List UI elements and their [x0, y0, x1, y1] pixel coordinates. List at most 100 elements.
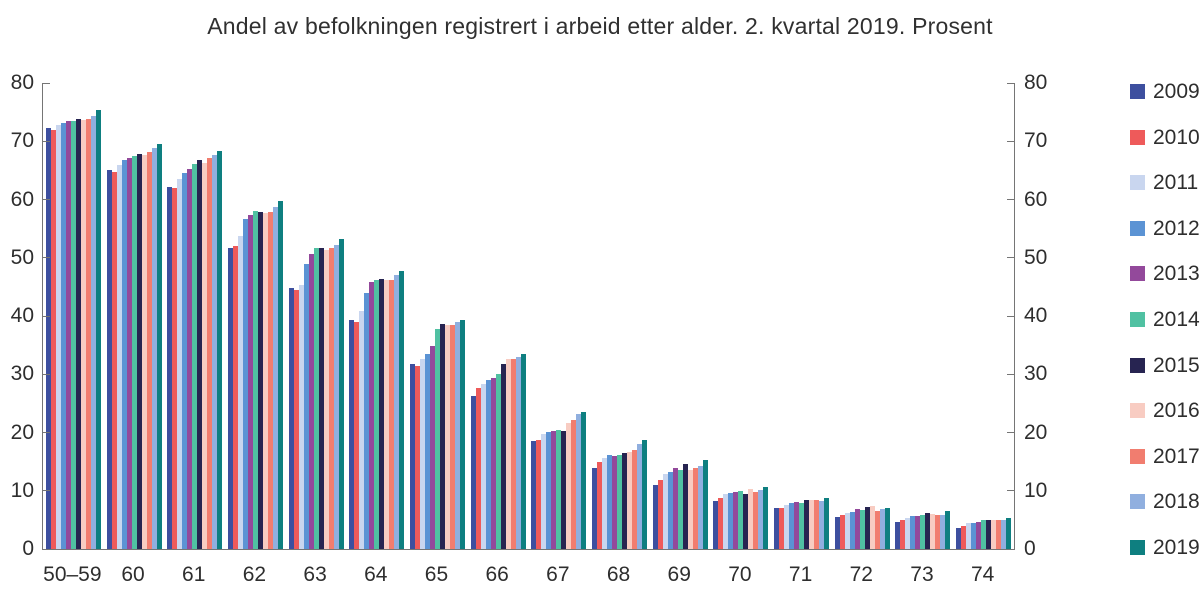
- bar: [602, 458, 608, 549]
- y-tick: [43, 199, 50, 200]
- bar: [95, 110, 101, 549]
- bar: [156, 144, 162, 549]
- bar: [202, 162, 208, 549]
- bar: [743, 493, 749, 549]
- bar: [349, 320, 355, 549]
- bar: [277, 201, 283, 549]
- bar: [424, 354, 430, 549]
- legend-swatch: [1130, 312, 1145, 327]
- bar-group: [286, 238, 347, 549]
- y-tick-label-right: 70: [1024, 129, 1048, 153]
- bar: [849, 511, 855, 549]
- bar: [480, 383, 486, 549]
- bar: [794, 502, 800, 549]
- legend-label: 2019: [1153, 536, 1200, 559]
- x-tick-label: 50–59: [43, 563, 102, 586]
- bar: [895, 522, 901, 549]
- y-tick: [43, 432, 50, 433]
- y-tick-label-left: 0: [22, 537, 34, 560]
- bar: [859, 509, 865, 549]
- bar: [227, 247, 233, 549]
- bar: [237, 236, 243, 549]
- bar-group: [771, 498, 832, 549]
- bar: [384, 280, 390, 549]
- bar: [566, 422, 572, 549]
- bar: [976, 521, 982, 549]
- bar: [804, 500, 810, 549]
- bar: [814, 500, 820, 549]
- y-tick-label-left: 60: [10, 187, 34, 211]
- bar: [541, 433, 547, 549]
- bar: [612, 456, 618, 549]
- bar: [475, 388, 481, 549]
- bar: [111, 171, 117, 549]
- bar: [748, 489, 754, 549]
- bar: [758, 489, 764, 549]
- bar: [925, 512, 931, 549]
- legend-swatch: [1130, 448, 1145, 464]
- bar: [333, 244, 339, 549]
- legend-label: 2009: [1153, 80, 1200, 103]
- bar: [116, 165, 122, 549]
- x-tick-label: 66: [485, 563, 509, 586]
- bar-group: [346, 270, 407, 549]
- bar: [318, 248, 324, 549]
- bar: [85, 118, 91, 549]
- y-tick-label-right: 0: [1024, 537, 1036, 560]
- bar: [763, 487, 769, 549]
- bar-group: [711, 487, 772, 549]
- x-tick-label: 68: [606, 563, 631, 586]
- y-tick-label-right: 50: [1024, 245, 1048, 269]
- legend-swatch: [1130, 175, 1145, 191]
- bar: [551, 430, 557, 549]
- bar: [779, 507, 785, 549]
- bar: [490, 377, 496, 549]
- bar: [167, 186, 173, 549]
- bar: [182, 173, 188, 549]
- y-tick: [1007, 315, 1014, 317]
- legend-item: 2015: [1130, 353, 1200, 377]
- bar-group: [104, 144, 165, 549]
- legend-label: 2011: [1153, 171, 1199, 195]
- y-tick: [1007, 82, 1014, 84]
- bar: [379, 279, 385, 549]
- bar: [470, 395, 476, 549]
- legend-item: 2014: [1130, 309, 1200, 330]
- legend-label: 2015: [1153, 353, 1200, 377]
- bar-group: [164, 151, 225, 549]
- bar: [879, 509, 885, 549]
- bar: [495, 373, 501, 549]
- bar: [915, 515, 921, 549]
- y-tick: [43, 140, 50, 142]
- bar: [500, 364, 506, 549]
- bar: [459, 320, 465, 549]
- bar: [956, 528, 962, 549]
- bar: [809, 499, 815, 549]
- bar: [106, 170, 112, 549]
- bar-group: [893, 510, 954, 549]
- chart-title: Andel av befolkningen registrert i arbei…: [207, 13, 993, 39]
- bar: [328, 248, 334, 549]
- y-tick: [1007, 257, 1014, 259]
- bar: [874, 511, 880, 549]
- y-tick-label-left: 40: [10, 304, 34, 327]
- y-tick-label-left: 30: [10, 362, 34, 386]
- legend-item: 2017: [1130, 446, 1200, 467]
- bar: [389, 279, 395, 549]
- legend-item: 2013: [1130, 263, 1200, 284]
- bar: [682, 463, 688, 549]
- bar: [313, 247, 319, 549]
- bar: [966, 523, 972, 549]
- bar: [1001, 519, 1007, 549]
- bar: [267, 212, 273, 549]
- bar: [374, 279, 380, 549]
- bar: [192, 163, 198, 549]
- y-tick-label-left: 70: [10, 129, 34, 153]
- legend-label: 2012: [1153, 216, 1200, 240]
- bar: [197, 160, 203, 549]
- x-tick-label: 74: [970, 563, 995, 586]
- bar: [207, 158, 213, 549]
- bar: [571, 420, 577, 549]
- bar: [303, 263, 309, 549]
- y-tick: [1007, 199, 1014, 200]
